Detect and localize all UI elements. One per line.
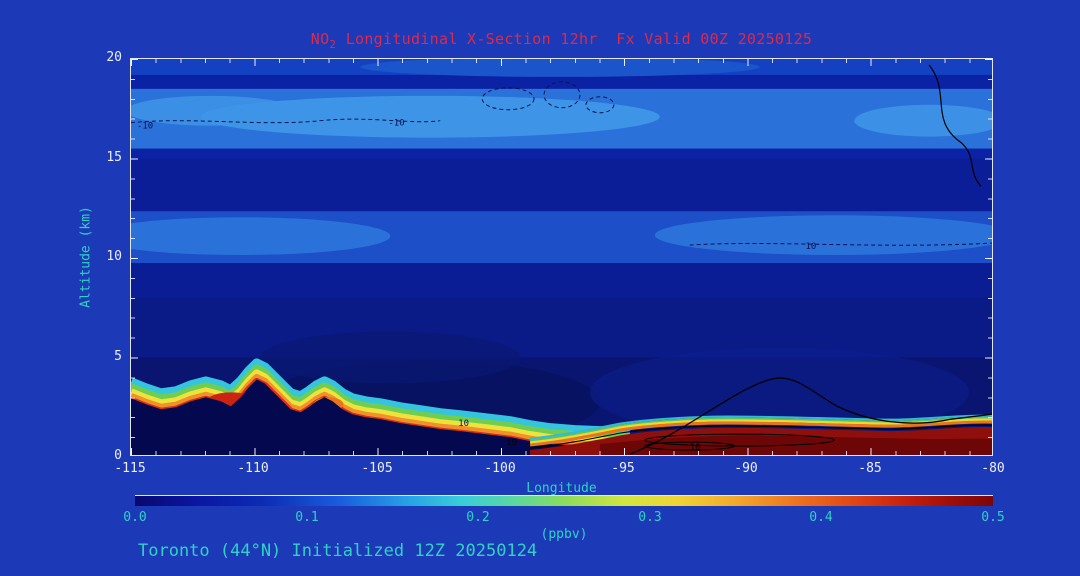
chart-title-prefix: NO bbox=[310, 30, 330, 48]
upper-concentration-band bbox=[131, 59, 992, 149]
y-tick-label: 20 bbox=[106, 50, 122, 65]
x-tick-label: -110 bbox=[237, 461, 269, 476]
colorbar-tick-label: 0.3 bbox=[638, 510, 662, 525]
plot-area: -10 -10 10 10 10 10 bbox=[130, 58, 993, 456]
y-tick-label: 10 bbox=[106, 249, 122, 264]
colorbar bbox=[135, 495, 993, 506]
top-right-contour bbox=[928, 64, 982, 187]
colorbar-tick-label: 0.2 bbox=[466, 510, 490, 525]
contour-label: -10 bbox=[388, 119, 404, 129]
init-caption: Toronto (44°N) Initialized 12Z 20250124 bbox=[138, 541, 538, 561]
contour-field: -10 -10 10 10 10 10 bbox=[131, 59, 992, 455]
y-tick-label: 5 bbox=[114, 349, 122, 364]
x-tick-label: -100 bbox=[484, 461, 516, 476]
y-tick-label: 0 bbox=[114, 448, 122, 463]
colorbar-units: (ppbv) bbox=[540, 527, 588, 542]
colorbar-tick-label: 0.1 bbox=[295, 510, 319, 525]
x-tick-label: -105 bbox=[361, 461, 393, 476]
y-tick-label: 15 bbox=[106, 150, 122, 165]
x-tick-label: -85 bbox=[858, 461, 882, 476]
chart-title-rest: Longitudinal X-Section 12hr Fx Valid 00Z… bbox=[336, 30, 813, 48]
contour-label: 10 bbox=[458, 419, 469, 429]
terrain-silhouette bbox=[131, 379, 992, 455]
x-tick-label: -115 bbox=[114, 461, 146, 476]
chart-title: NO2 Longitudinal X-Section 12hr Fx Valid… bbox=[130, 30, 993, 51]
x-axis-title: Longitude bbox=[526, 481, 597, 496]
contour-label: 10 bbox=[690, 443, 701, 453]
contour-label: -10 bbox=[137, 122, 153, 132]
colorbar-tick-label: 0.5 bbox=[981, 510, 1005, 525]
contour-label: 10 bbox=[805, 242, 816, 252]
contour-label: 10 bbox=[506, 438, 517, 448]
mid-concentration-band bbox=[131, 211, 992, 263]
chart-title-subscript: 2 bbox=[329, 38, 337, 51]
east-mound-contour bbox=[629, 377, 992, 455]
x-tick-label: -95 bbox=[611, 461, 635, 476]
x-tick-label: -80 bbox=[981, 461, 1005, 476]
x-tick-label: -90 bbox=[734, 461, 758, 476]
colorbar-tick-label: 0.4 bbox=[809, 510, 833, 525]
colorbar-tick-label: 0.0 bbox=[123, 510, 147, 525]
